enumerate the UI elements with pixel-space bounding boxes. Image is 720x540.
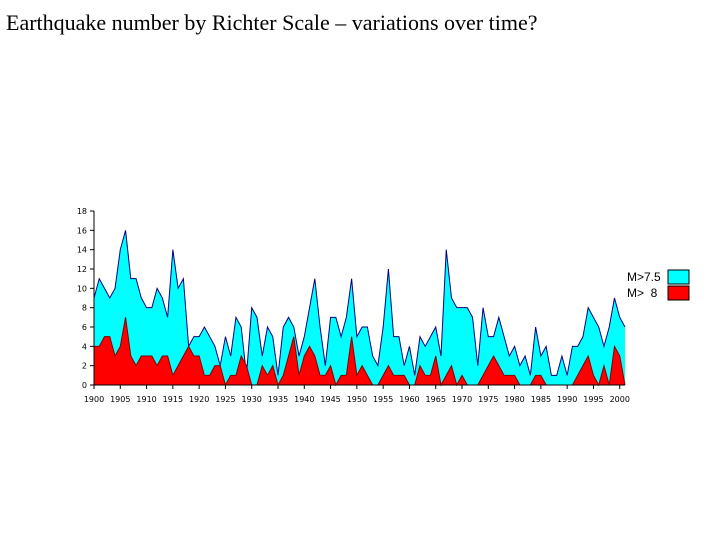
y-tick-label: 14 <box>77 246 87 255</box>
area-series-1 <box>94 230 625 385</box>
y-axis-ticks: 0 2 4 6 8 10 12 14 16 18 <box>77 207 94 390</box>
slide-title: Earthquake number by Richter Scale – var… <box>6 10 538 35</box>
legend-swatch-m-7-5 <box>667 269 690 285</box>
y-tick-label: 10 <box>77 284 87 293</box>
y-tick-label: 2 <box>82 362 87 371</box>
x-tick-label: 1970 <box>452 395 472 404</box>
x-tick-label: 1980 <box>504 395 524 404</box>
x-tick-label: 1905 <box>110 395 130 404</box>
y-tick-label: 4 <box>82 342 87 351</box>
x-tick-label: 1920 <box>189 395 209 404</box>
x-tick-label: 1900 <box>84 395 104 404</box>
x-tick-label: 1910 <box>136 395 156 404</box>
x-tick-label: 1925 <box>215 395 235 404</box>
legend-swatch-m-8 <box>667 285 690 301</box>
x-tick-label: 1915 <box>163 395 183 404</box>
x-tick-label: 2000 <box>610 395 630 404</box>
x-tick-label: 1990 <box>557 395 577 404</box>
x-tick-label: 1955 <box>373 395 393 404</box>
x-tick-label: 1985 <box>531 395 551 404</box>
x-tick-label: 1995 <box>583 395 603 404</box>
line-series-2 <box>94 317 626 387</box>
y-tick-label: 6 <box>82 323 87 332</box>
x-tick-label: 1935 <box>268 395 288 404</box>
legend-label-m-7-5: M>7.5 <box>627 270 661 284</box>
x-tick-label: 1930 <box>242 395 262 404</box>
legend-label-m-8: M> 8 <box>627 286 658 300</box>
x-tick-label: 1940 <box>294 395 314 404</box>
chart-areas <box>93 230 626 387</box>
y-tick-label: 8 <box>82 304 87 313</box>
x-tick-label: 1960 <box>399 395 419 404</box>
chart-legend: M>7.5 M> 8 <box>627 269 690 301</box>
x-tick-label: 1945 <box>320 395 340 404</box>
x-tick-label: 1975 <box>478 395 498 404</box>
area-series-2 <box>94 317 625 385</box>
y-tick-label: 0 <box>82 381 87 390</box>
line-series-1 <box>93 230 626 376</box>
y-tick-label: 16 <box>77 226 87 235</box>
y-tick-label: 18 <box>77 207 87 216</box>
x-axis-ticks: 1900 1905 1910 1915 1920 1925 1930 1935 1940 1945… <box>84 385 630 404</box>
x-tick-label: 1965 <box>426 395 446 404</box>
x-tick-label: 1950 <box>347 395 367 404</box>
chart-axes <box>93 211 625 386</box>
y-tick-label: 12 <box>77 265 87 274</box>
